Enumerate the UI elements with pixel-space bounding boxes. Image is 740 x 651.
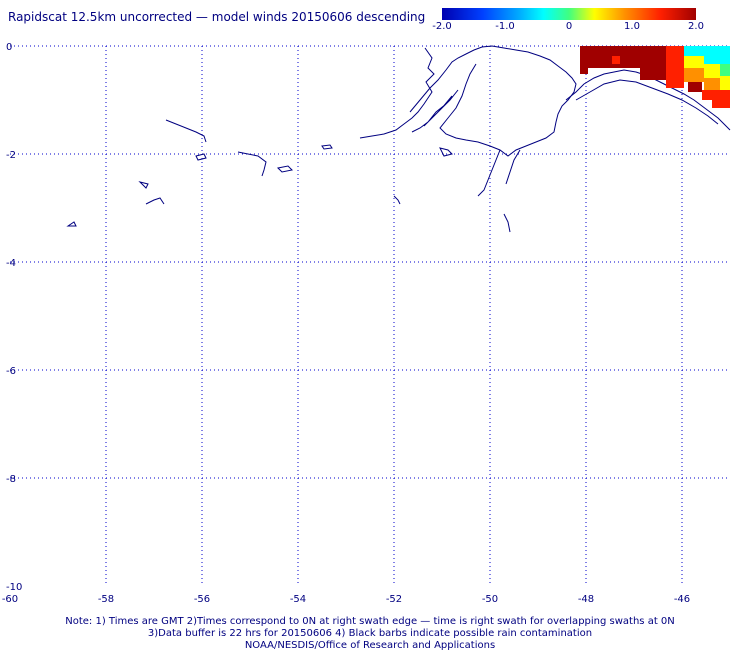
x-tick-label: -54 — [290, 594, 306, 605]
footer-note-2: 3)Data buffer is 22 hrs for 20150606 4) … — [147, 628, 593, 639]
island — [393, 195, 401, 205]
island — [66, 221, 77, 227]
island — [237, 151, 267, 177]
colorbar: -2.0 -1.0 0 1.0 2.0 — [432, 8, 704, 34]
colorbar-tick-label: 1.0 — [624, 21, 640, 32]
axis-labels: -60 -58 -56 -54 -52 -50 -48 -46 0 -2 -4 -6 -8 -10 — [2, 42, 690, 605]
coastline-delta — [411, 89, 459, 133]
raster-cell — [580, 68, 588, 74]
colorbar-tick-label: 0 — [565, 21, 573, 32]
island — [138, 181, 149, 189]
raster-cell — [612, 56, 620, 64]
island — [195, 153, 207, 161]
x-tick-label: -60 — [2, 594, 18, 605]
x-tick-label: -58 — [98, 594, 114, 605]
coastline-east-inner — [575, 79, 719, 125]
island — [439, 147, 453, 157]
y-tick-label: -2 — [6, 150, 16, 161]
coastline-south — [477, 149, 521, 197]
raster-cell — [640, 68, 666, 80]
y-tick-label: 0 — [6, 42, 12, 53]
raster-cell — [580, 46, 666, 68]
raster-cell — [666, 46, 684, 88]
raster-cell — [684, 56, 704, 68]
colorbar-tick-label: -1.0 — [495, 21, 515, 32]
island — [276, 165, 294, 173]
raster-cell — [720, 76, 730, 90]
x-tick-label: -48 — [578, 594, 594, 605]
footer-credit: NOAA/NESDIS/Office of Research and Appli… — [244, 640, 496, 651]
plot-title: Rapidscat 12.5km uncorrected — model win… — [8, 10, 426, 24]
y-tick-label: -8 — [6, 474, 16, 485]
island — [145, 197, 165, 205]
y-tick-label: -4 — [6, 258, 16, 269]
island — [165, 119, 207, 143]
coastline-main — [359, 45, 577, 157]
x-tick-label: -56 — [194, 594, 210, 605]
raster-cell — [712, 90, 730, 108]
footer-note-1: Note: 1) Times are GMT 2)Times correspon… — [65, 616, 675, 627]
island — [321, 144, 333, 150]
x-tick-label: -46 — [674, 594, 690, 605]
graticule — [10, 45, 730, 586]
raster-cell — [684, 46, 704, 56]
raster-cell — [684, 68, 704, 82]
island — [503, 213, 511, 233]
colorbar-tick-label: 2.0 — [688, 21, 704, 32]
colorbar-tick-label: -2.0 — [432, 21, 452, 32]
y-tick-label: -6 — [6, 366, 16, 377]
colorbar-gradient — [442, 8, 696, 20]
raster-cell — [720, 64, 730, 76]
raster-cell — [704, 46, 730, 64]
raster-cell — [688, 82, 702, 92]
coastline — [66, 45, 731, 233]
raster-cell — [702, 90, 712, 100]
x-tick-label: -50 — [482, 594, 498, 605]
y-tick-label: -10 — [6, 582, 22, 593]
raster-cell — [704, 64, 720, 78]
x-tick-label: -52 — [386, 594, 402, 605]
raster-cell — [704, 78, 720, 90]
wind-raster — [580, 46, 730, 108]
